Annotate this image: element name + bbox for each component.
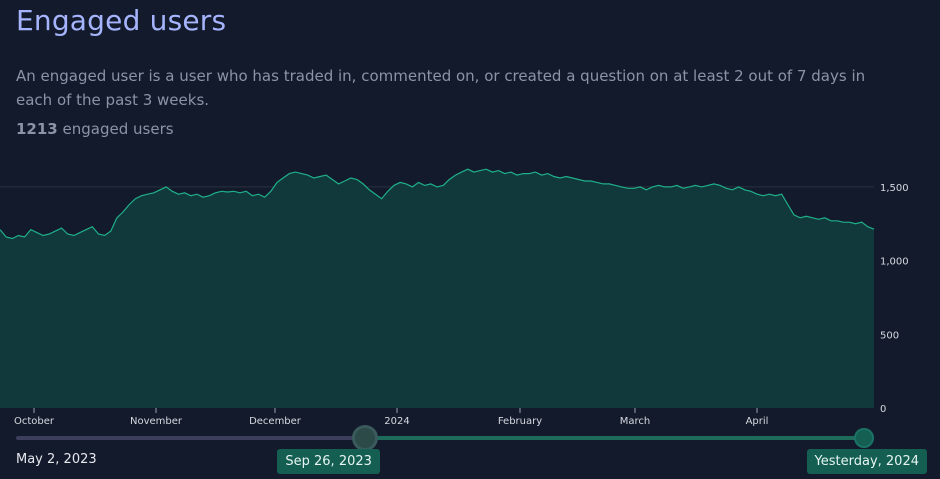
engaged-users-chart: October November December 2024 February March… [0, 168, 909, 427]
page-title: Engaged users [16, 4, 227, 37]
x-tick-label: October [14, 416, 55, 427]
x-tick-label: February [498, 416, 542, 427]
x-tick-label: April [746, 416, 769, 427]
y-axis-ticks: 0 500 1,000 1,500 [880, 183, 909, 415]
range-start-handle[interactable] [352, 425, 379, 451]
x-axis-ticks: October November December 2024 February March… [14, 408, 768, 427]
x-tick-label: March [620, 416, 650, 427]
x-tick-label: November [130, 416, 183, 427]
range-min-label: May 2, 2023 [16, 452, 97, 467]
area-fill [0, 169, 874, 408]
range-start-badge: Sep 26, 2023 [277, 449, 380, 474]
x-tick-label: 2024 [384, 416, 409, 427]
y-tick-label: 0 [880, 404, 886, 415]
engaged-count: 1213 engaged users [16, 120, 174, 138]
x-tick-label: December [249, 416, 302, 427]
y-tick-label: 1,500 [880, 183, 909, 194]
metric-description: An engaged user is a user who has traded… [16, 67, 866, 109]
y-tick-label: 500 [880, 330, 899, 341]
engaged-count-label: engaged users [62, 120, 174, 138]
range-end-handle[interactable] [854, 428, 874, 448]
range-end-badge: Yesterday, 2024 [806, 449, 927, 474]
engaged-count-value: 1213 [16, 120, 58, 138]
range-slider-selected [365, 436, 864, 440]
y-tick-label: 1,000 [880, 257, 909, 268]
series-line [0, 168, 875, 240]
